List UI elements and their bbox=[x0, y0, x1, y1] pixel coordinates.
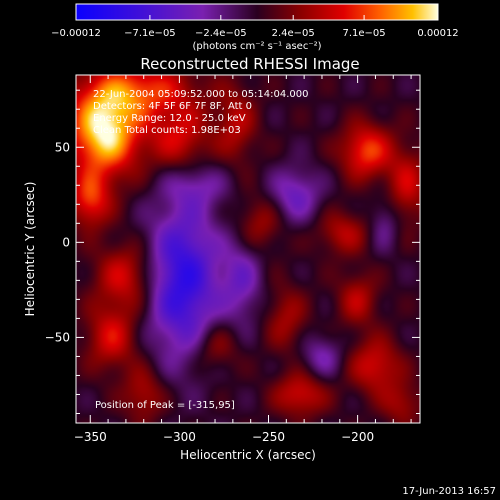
plot-frame bbox=[75, 74, 421, 424]
x-axis: −350 −300 −250 −200 bbox=[74, 75, 412, 444]
colorbar-tick-label: −0.00012 bbox=[51, 28, 101, 39]
x-tick-label: −200 bbox=[341, 430, 374, 444]
colorbar: −0.00012 −7.1e−05 −2.4e−05 2.4e−05 7.1e−05 0.… bbox=[51, 3, 459, 52]
colorbar-tick-label: 0.00012 bbox=[417, 28, 458, 39]
x-tick-label: −250 bbox=[252, 430, 285, 444]
y-axis: 50 0 −50 bbox=[45, 89, 420, 414]
info-time-range: 22-Jun-2004 05:09:52.000 to 05:14:04.000 bbox=[93, 89, 309, 100]
colorbar-tick-label: −2.4e−05 bbox=[195, 28, 247, 39]
info-detectors: Detectors: 4F 5F 6F 7F 8F, Att 0 bbox=[93, 101, 252, 112]
timestamp: 17-Jun-2013 16:57 bbox=[402, 486, 496, 497]
y-tick-label: 0 bbox=[62, 235, 70, 249]
chart-title: Reconstructed RHESSI Image bbox=[140, 55, 359, 73]
y-tick-label: −50 bbox=[45, 330, 70, 344]
colorbar-tick-label: 2.4e−05 bbox=[272, 28, 315, 39]
x-axis-label: Heliocentric X (arcsec) bbox=[180, 448, 316, 462]
x-tick-label: −300 bbox=[163, 430, 196, 444]
heatmap-image bbox=[76, 75, 420, 423]
y-tick-label: 50 bbox=[55, 140, 70, 154]
colorbar-ticks: −0.00012 −7.1e−05 −2.4e−05 2.4e−05 7.1e−05 0.… bbox=[51, 15, 459, 39]
colorbar-tick-label: 7.1e−05 bbox=[343, 28, 386, 39]
x-tick-label: −350 bbox=[74, 430, 107, 444]
info-energy-range: Energy Range: 12.0 - 25.0 keV bbox=[93, 113, 246, 124]
colorbar-units: (photons cm⁻² s⁻¹ asec⁻²) bbox=[192, 41, 321, 52]
peak-position-label: Position of Peak = [-315,95] bbox=[95, 400, 235, 411]
info-clean-counts: Clean Total counts: 1.98E+03 bbox=[93, 125, 241, 136]
colorbar-gradient bbox=[75, 3, 439, 21]
colorbar-tick-label: −7.1e−05 bbox=[124, 28, 176, 39]
y-axis-label: Heliocentric Y (arcsec) bbox=[23, 182, 37, 317]
observation-info: 22-Jun-2004 05:09:52.000 to 05:14:04.000… bbox=[93, 89, 309, 136]
